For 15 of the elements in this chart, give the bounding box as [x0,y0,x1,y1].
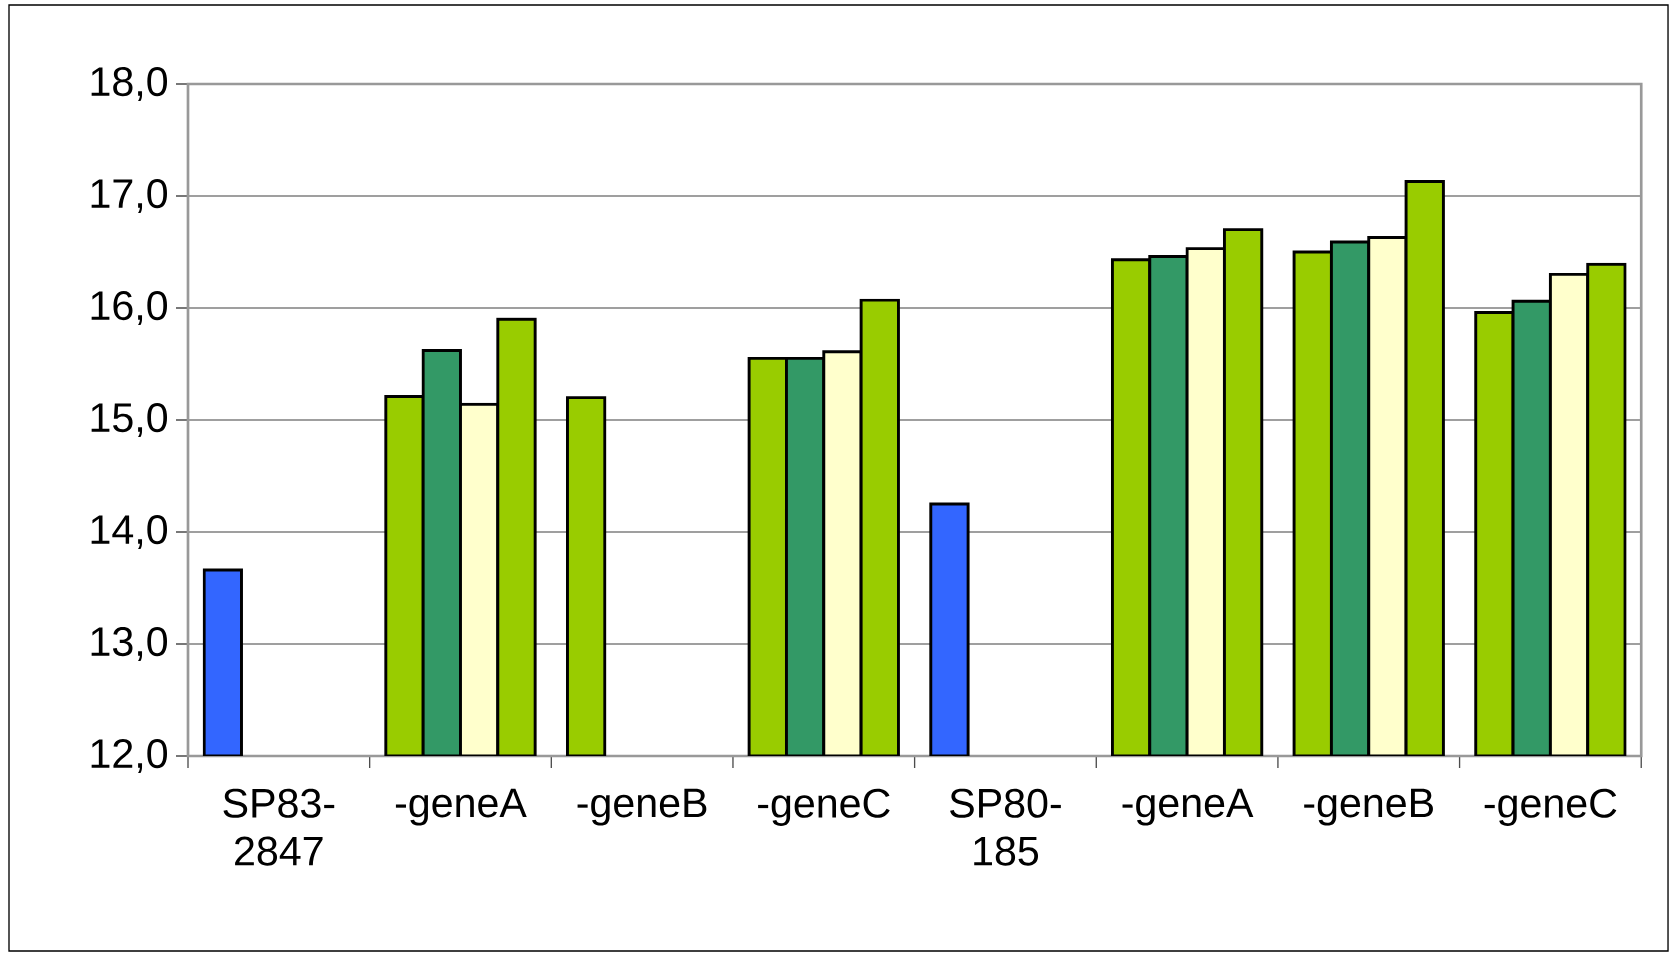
x-tick-label: -geneC [758,788,890,826]
x-tick-label: SP83-2847 [223,788,335,866]
y-tick-label: 17,0 [91,178,168,214]
x-tick-label: -geneC [1484,788,1617,826]
y-tick-label: 18,0 [91,66,168,102]
y-tick-label: 14,0 [91,514,168,550]
y-tick-label: 12,0 [91,738,168,774]
y-tick-label: 16,0 [91,290,168,326]
x-tick-label: -geneB [1304,788,1433,826]
x-tick-label: -geneA [1122,788,1254,826]
x-tick-label: SP80-185 [950,788,1061,866]
x-tick-label: -geneA [395,788,527,826]
y-tick-label: 13,0 [91,626,168,662]
y-tick-label: 15,0 [91,402,168,438]
x-tick-label: -geneB [577,788,707,826]
